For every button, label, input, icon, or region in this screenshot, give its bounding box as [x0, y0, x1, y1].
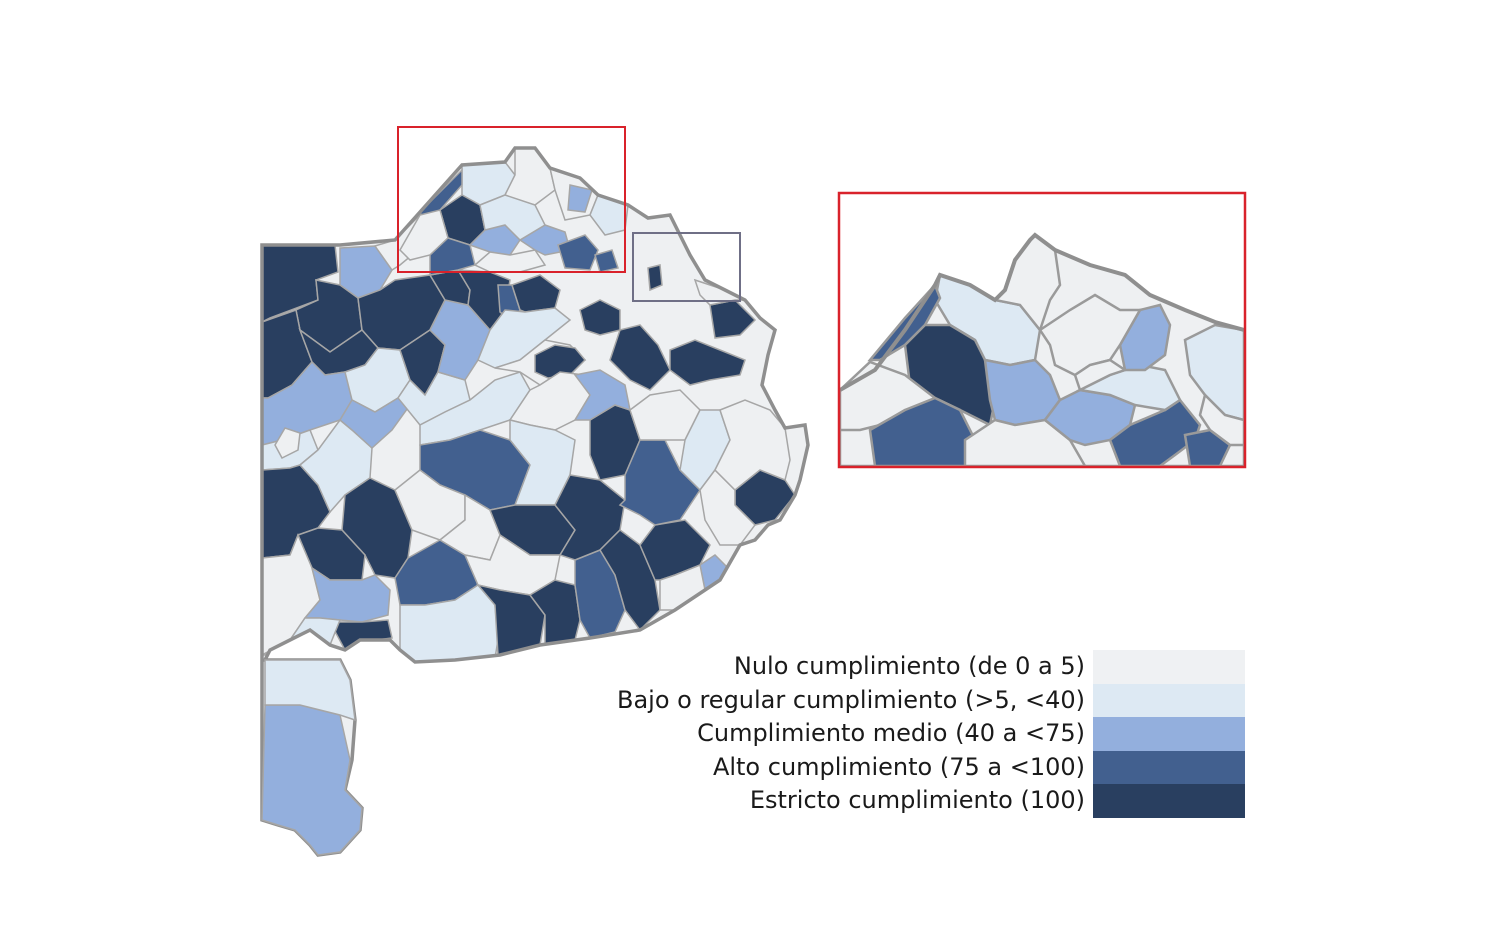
legend-swatch [1093, 784, 1245, 818]
legend-item-medio: Cumplimiento medio (40 a <75) [600, 717, 1245, 751]
partido [573, 369, 631, 421]
province-outline [260, 146, 810, 857]
legend-swatch [1093, 717, 1245, 751]
partido-patagones [261, 704, 363, 856]
partido [609, 324, 671, 391]
inset-partido [1043, 388, 1137, 447]
partido [594, 249, 619, 273]
partido [714, 399, 791, 492]
partido [567, 184, 593, 213]
partido [274, 427, 301, 459]
partido [669, 339, 746, 386]
legend-label: Nulo cumplimiento (de 0 a 5) [733, 652, 1085, 680]
legend-label: Cumplimiento medio (40 a <75) [697, 719, 1085, 747]
amba-box [632, 232, 741, 302]
inset-partido [1118, 303, 1172, 372]
inset-partido [1198, 392, 1244, 447]
inset-partido [1183, 428, 1232, 466]
legend-label: Alto cumplimiento (75 a <100) [712, 752, 1085, 781]
legend-swatch [1093, 750, 1245, 784]
partido [579, 299, 621, 336]
inset-partido [868, 396, 977, 466]
legend-swatch [1093, 683, 1245, 717]
partidos [262, 148, 796, 663]
legend-label: Estricto cumplimiento (100) [749, 786, 1085, 814]
legend-label: Bajo o regular cumplimiento (>5, <40) [617, 685, 1085, 714]
partido [479, 194, 546, 241]
partido-villarino [264, 659, 356, 722]
partido [475, 583, 546, 656]
zoom-source-box [397, 126, 626, 273]
partido [557, 234, 599, 271]
partido [303, 566, 391, 623]
zoom-inset-map [840, 194, 1244, 466]
partido [528, 579, 581, 646]
legend-item-nulo: Nulo cumplimiento (de 0 a 5) [600, 650, 1245, 684]
inset-partido [1073, 358, 1128, 392]
legend: Nulo cumplimiento (de 0 a 5) Bajo o regul… [600, 650, 1245, 818]
partido [647, 264, 663, 292]
legend-item-alto: Alto cumplimiento (75 a <100) [600, 750, 1245, 784]
partido [298, 418, 373, 514]
partido [534, 344, 587, 379]
legend-swatch [1093, 650, 1245, 684]
zoom-inset-frame [837, 191, 1247, 469]
inset-partido [1038, 293, 1143, 377]
legend-item-bajo: Bajo o regular cumplimiento (>5, <40) [600, 683, 1245, 717]
partido [477, 307, 572, 369]
legend-item-estricto: Estricto cumplimiento (100) [600, 784, 1245, 818]
